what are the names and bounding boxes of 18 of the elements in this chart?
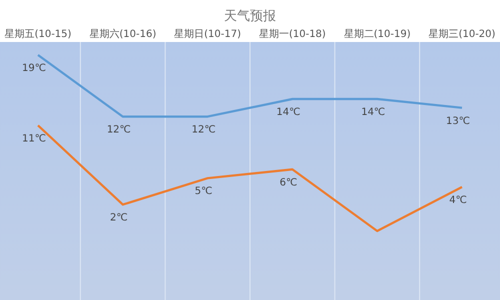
x-tick-label: 星期三(10-20) [428, 28, 496, 40]
x-tick-label: 星期日(10-17) [174, 28, 242, 40]
data-label: 2℃ [110, 212, 128, 224]
data-label: 19℃ [22, 63, 46, 74]
x-tick-label: 星期六(10-16) [89, 28, 156, 40]
data-label: 14℃ [276, 107, 300, 118]
data-label: 13℃ [446, 116, 470, 127]
chart-title: 天气预报 [224, 9, 276, 24]
data-label: 12℃ [192, 124, 216, 136]
data-label: 11℃ [22, 133, 46, 144]
x-tick-label: 星期二(10-19) [344, 28, 411, 40]
data-label: 6℃ [280, 177, 298, 188]
data-label: 12℃ [106, 124, 131, 136]
data-label: 14℃ [361, 107, 386, 118]
data-label: 4℃ [449, 195, 467, 206]
x-tick-label: 星期一(10-18) [258, 28, 326, 40]
data-label: 5℃ [194, 186, 212, 198]
x-tick-label: 星期五(10-15) [4, 28, 72, 40]
